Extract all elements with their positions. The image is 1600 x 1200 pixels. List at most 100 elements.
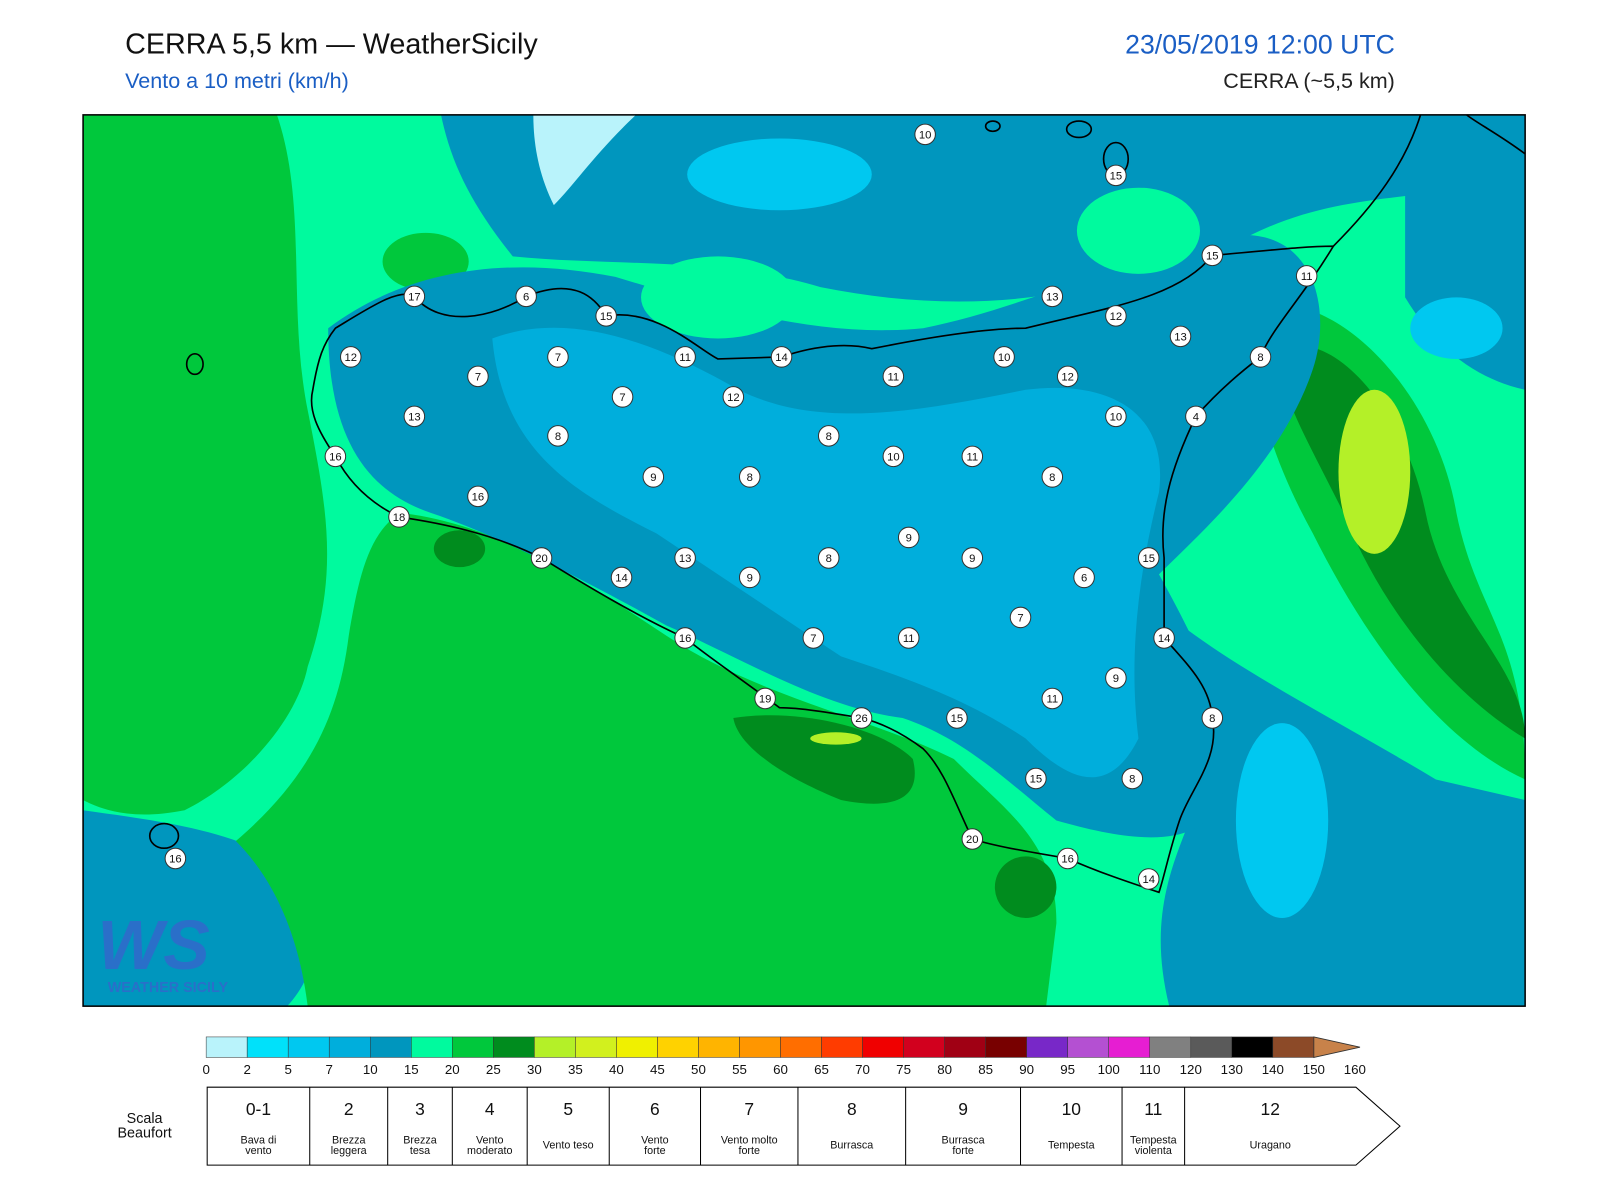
colorbar-segment: [328, 1036, 371, 1058]
station-value: 12: [727, 392, 740, 404]
colorbar-segment: [657, 1036, 699, 1058]
colorbar-segment: [903, 1036, 945, 1058]
colorbar-segment: [616, 1036, 658, 1058]
station: 12: [722, 386, 745, 408]
colorbar-segment: [780, 1036, 822, 1058]
colorbar-tick-label: 130: [1221, 1062, 1243, 1077]
colorbar-segment: [534, 1036, 576, 1058]
station: 15: [1201, 244, 1224, 267]
station-value: 13: [679, 553, 692, 565]
title: CERRA 5,5 km — WeatherSicily: [125, 28, 538, 60]
station: 8: [1201, 707, 1224, 729]
station-value: 14: [1158, 633, 1171, 645]
logo-mark: WS: [97, 906, 209, 984]
beaufort-description: Vento teso: [543, 1140, 594, 1152]
station-value: 15: [1030, 774, 1043, 786]
station: 11: [674, 346, 696, 368]
station-marker: [1041, 285, 1064, 308]
station: 8: [817, 425, 840, 447]
map-frame: [82, 114, 1526, 1007]
colorbar-tick-label: 80: [937, 1062, 952, 1077]
station-marker: [1169, 325, 1192, 348]
station-value: 11: [887, 372, 899, 384]
colorbar-segment: [1067, 1036, 1109, 1058]
station-marker: [547, 425, 569, 447]
beaufort-description: Burrasca: [942, 1135, 985, 1147]
station: 16: [324, 445, 347, 468]
station-marker: [1121, 767, 1144, 790]
colorbar-tick-label: 100: [1098, 1062, 1120, 1077]
station: 9: [1105, 667, 1127, 689]
station-value: 15: [1206, 250, 1219, 262]
station: 12: [339, 346, 362, 368]
station-marker: [515, 285, 537, 308]
station-marker: [674, 627, 696, 649]
datetime: 23/05/2019 12:00 UTC: [1125, 29, 1395, 59]
station-value: 9: [906, 533, 912, 545]
station-marker: [611, 386, 634, 408]
station-value: 18: [393, 512, 406, 524]
station-value: 19: [759, 694, 772, 706]
beaufort-force: 4: [485, 1099, 495, 1119]
station: 9: [897, 526, 920, 549]
station: 15: [1105, 164, 1127, 187]
station: 9: [961, 547, 984, 569]
station: 14: [1137, 868, 1160, 890]
colorbar-tick-label: 45: [650, 1062, 665, 1077]
beaufort-force: 5: [563, 1099, 573, 1119]
station-value: 11: [966, 452, 978, 464]
station-marker: [467, 365, 489, 388]
beaufort-description: moderato: [467, 1145, 512, 1157]
station-marker: [961, 547, 984, 569]
colorbar-segment: [205, 1036, 248, 1058]
colorbar-segment: [1026, 1036, 1068, 1058]
station-value: 13: [1174, 332, 1187, 344]
station-marker: [946, 707, 968, 729]
beaufort-description: forte: [738, 1145, 760, 1157]
station-marker: [961, 445, 984, 468]
beaufort-force: 0-1: [246, 1099, 271, 1119]
colorbar-tick-label: 75: [896, 1062, 911, 1077]
station-value: 4: [1193, 412, 1199, 424]
colorbar-tick-label: 50: [691, 1062, 706, 1077]
station: 13: [1041, 285, 1064, 308]
colorbar-tick-label: 10: [363, 1062, 378, 1077]
beaufort-description: Vento molto: [721, 1135, 778, 1147]
station: 14: [1153, 627, 1175, 649]
station-marker: [993, 346, 1015, 368]
station-value: 8: [826, 553, 832, 565]
beaufort-description: Burrasca: [830, 1140, 873, 1152]
station-value: 15: [600, 311, 613, 323]
station: 8: [1121, 767, 1144, 790]
colorbar-tick-label: 160: [1344, 1062, 1366, 1077]
station-marker: [897, 526, 920, 549]
colorbar-tick-label: 110: [1139, 1062, 1160, 1077]
station: 13: [1169, 325, 1192, 348]
colorbar-tick-label: 90: [1019, 1062, 1034, 1077]
station: 6: [515, 285, 537, 308]
beaufort-force: 9: [958, 1099, 968, 1119]
station-labels: 10 15 15 11 17 6 15 13 12 13 12 7 11 14 11 10 12 8 7 7 12 13 1…: [164, 123, 1318, 890]
station-marker: [339, 346, 362, 368]
station: 10: [882, 445, 905, 468]
station-value: 9: [1113, 673, 1119, 685]
station-marker: [770, 346, 793, 368]
beaufort-title: Beaufort: [117, 1125, 171, 1141]
station-value: 9: [747, 573, 753, 585]
station-marker: [1249, 346, 1272, 368]
beaufort-description: forte: [644, 1145, 666, 1157]
station: 7: [467, 365, 489, 388]
station-marker: [1041, 687, 1064, 710]
colorbar-tick-label: 140: [1262, 1062, 1284, 1077]
station: 20: [530, 547, 553, 569]
station-value: 15: [1142, 553, 1155, 565]
beaufort-description: forte: [952, 1145, 974, 1157]
station: 15: [1025, 767, 1047, 790]
logo: WS WEATHER SICILY: [97, 906, 228, 996]
station-value: 13: [1046, 292, 1059, 304]
station-marker: [738, 466, 761, 488]
station-marker: [722, 386, 745, 408]
colorbar-arrow: [1313, 1036, 1361, 1058]
